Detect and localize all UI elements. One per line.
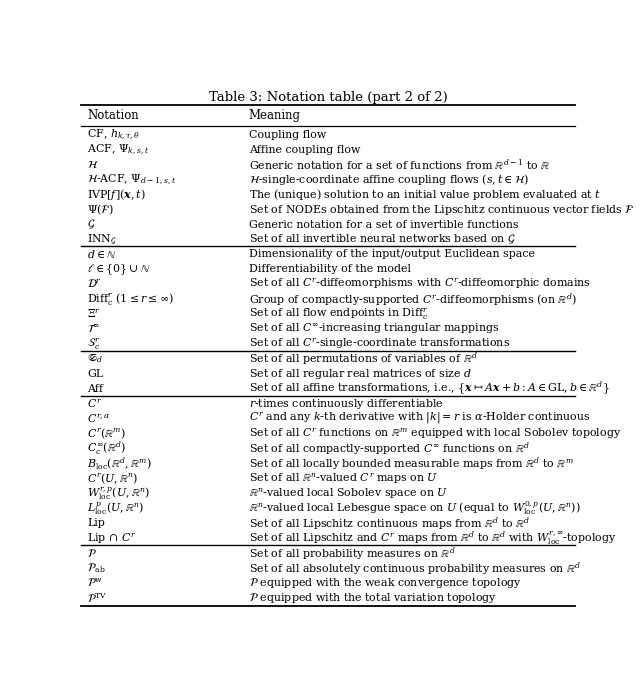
Text: $\mathbb{R}^n$-valued local Lebesgue space on $U$ (equal to $W_{\mathrm{loc}}^{0: $\mathbb{R}^n$-valued local Lebesgue spa… [249, 499, 580, 518]
Text: Set of all regular real matrices of size $d$: Set of all regular real matrices of size… [249, 367, 472, 381]
Text: Dimensionality of the input/output Euclidean space: Dimensionality of the input/output Eucli… [249, 250, 534, 259]
Text: IVP$[f](\boldsymbol{x}, t)$: IVP$[f](\boldsymbol{x}, t)$ [88, 187, 146, 202]
Text: $\mathcal{T}^\infty$: $\mathcal{T}^\infty$ [88, 323, 100, 335]
Text: $B_{\mathrm{loc}}(\mathbb{R}^d, \mathbb{R}^m)$: $B_{\mathrm{loc}}(\mathbb{R}^d, \mathbb{… [88, 456, 152, 472]
Text: $\Xi^r$: $\Xi^r$ [88, 308, 101, 320]
Text: $\mathrm{Diff}_c^r$ $(1 \leq r \leq \infty)$: $\mathrm{Diff}_c^r$ $(1 \leq r \leq \inf… [88, 291, 174, 307]
Text: Set of all absolutely continuous probability measures on $\mathbb{R}^d$: Set of all absolutely continuous probabi… [249, 560, 580, 577]
Text: $\mathcal{P}^{\mathrm{TV}}$: $\mathcal{P}^{\mathrm{TV}}$ [88, 591, 108, 605]
Text: GL: GL [88, 369, 104, 379]
Text: Set of all $C^r$ functions on $\mathbb{R}^m$ equipped with local Sobolev topolog: Set of all $C^r$ functions on $\mathbb{R… [249, 427, 621, 441]
Text: The (unique) solution to an initial value problem evaluated at $t$: The (unique) solution to an initial valu… [249, 187, 601, 202]
Text: Differentiability of the model: Differentiability of the model [249, 264, 411, 274]
Text: Generic notation for a set of functions from $\mathbb{R}^{d-1}$ to $\mathbb{R}$: Generic notation for a set of functions … [249, 157, 550, 172]
Text: Coupling flow: Coupling flow [249, 130, 326, 140]
Text: Group of compactly-supported $C^r$-diffeomorphisms (on $\mathbb{R}^d$): Group of compactly-supported $C^r$-diffe… [249, 291, 577, 308]
Text: $L_{\mathrm{loc}}^p(U, \mathbb{R}^n)$: $L_{\mathrm{loc}}^p(U, \mathbb{R}^n)$ [88, 500, 145, 516]
Text: CF, $h_{k,\tau,\theta}$: CF, $h_{k,\tau,\theta}$ [88, 128, 141, 142]
Text: $\mathbb{R}^n$-valued local Sobolev space on $U$: $\mathbb{R}^n$-valued local Sobolev spac… [249, 486, 448, 501]
Text: Meaning: Meaning [249, 109, 301, 122]
Text: Set of all $C^r$-diffeomorphisms with $C^r$-diffeomorphic domains: Set of all $C^r$-diffeomorphisms with $C… [249, 277, 591, 291]
Text: $C_c^\infty(\mathbb{R}^d)$: $C_c^\infty(\mathbb{R}^d)$ [88, 440, 127, 458]
Text: $\mathcal{P}^{\mathrm{w}}$: $\mathcal{P}^{\mathrm{w}}$ [88, 577, 103, 590]
Text: $\mathcal{G}$: $\mathcal{G}$ [88, 218, 96, 231]
Text: ACF, $\Psi_{k,s,t}$: ACF, $\Psi_{k,s,t}$ [88, 143, 150, 157]
Text: Set of all $C^\infty$-increasing triangular mappings: Set of all $C^\infty$-increasing triangu… [249, 322, 499, 337]
Text: Set of all compactly-supported $C^\infty$ functions on $\mathbb{R}^d$: Set of all compactly-supported $C^\infty… [249, 440, 529, 457]
Text: $\mathcal{S}_c^r$: $\mathcal{S}_c^r$ [88, 337, 100, 352]
Text: Set of all affine transformations, i.e., $\{\boldsymbol{x} \mapsto A\boldsymbol{: Set of all affine transformations, i.e.,… [249, 380, 609, 397]
Text: Generic notation for a set of invertible functions: Generic notation for a set of invertible… [249, 220, 518, 230]
Text: $C^r(\mathbb{R}^m)$: $C^r(\mathbb{R}^m)$ [88, 427, 126, 441]
Text: Set of all Lipschitz and $C^r$ maps from $\mathbb{R}^d$ to $\mathbb{R}^d$ with $: Set of all Lipschitz and $C^r$ maps from… [249, 529, 616, 547]
Text: $\mathfrak{S}_d$: $\mathfrak{S}_d$ [88, 353, 104, 365]
Text: Set of all flow endpoints in $\mathrm{Diff}_c^r$: Set of all flow endpoints in $\mathrm{Di… [249, 306, 428, 322]
Text: $C^r$ and any $k$-th derivative with $|k| = r$ is $\alpha$-Holder continuous: $C^r$ and any $k$-th derivative with $|k… [249, 411, 590, 427]
Text: $\mathcal{P}$ equipped with the total variation topology: $\mathcal{P}$ equipped with the total va… [249, 591, 497, 605]
Text: $\ell \in \{0\} \cup \mathbb{N}$: $\ell \in \{0\} \cup \mathbb{N}$ [88, 262, 151, 276]
Text: Set of all $\mathbb{R}^n$-valued $C^r$ maps on $U$: Set of all $\mathbb{R}^n$-valued $C^r$ m… [249, 471, 438, 486]
Text: $\mathcal{H}$-ACF, $\Psi_{d-1,s,t}$: $\mathcal{H}$-ACF, $\Psi_{d-1,s,t}$ [88, 172, 177, 187]
Text: Notation: Notation [88, 109, 139, 122]
Text: $r$-times continuously differentiable: $r$-times continuously differentiable [249, 397, 444, 411]
Text: $\mathcal{P}$ equipped with the weak convergence topology: $\mathcal{P}$ equipped with the weak con… [249, 576, 522, 590]
Text: Set of all locally bounded measurable maps from $\mathbb{R}^d$ to $\mathbb{R}^m$: Set of all locally bounded measurable ma… [249, 456, 573, 472]
Text: Set of all probability measures on $\mathbb{R}^d$: Set of all probability measures on $\mat… [249, 545, 455, 562]
Text: $\Psi(\mathcal{F})$: $\Psi(\mathcal{F})$ [88, 202, 114, 217]
Text: $W_{\mathrm{loc}}^{r,p}(U, \mathbb{R}^n)$: $W_{\mathrm{loc}}^{r,p}(U, \mathbb{R}^n)… [88, 485, 150, 502]
Text: Lip $\cap$ $C^r$: Lip $\cap$ $C^r$ [88, 531, 137, 546]
Text: $C^r(U, \mathbb{R}^n)$: $C^r(U, \mathbb{R}^n)$ [88, 471, 139, 486]
Text: $\mathcal{H}$-single-coordinate affine coupling flows ($s, t \in \mathcal{H}$): $\mathcal{H}$-single-coordinate affine c… [249, 172, 529, 187]
Text: $C^{r,\alpha}$: $C^{r,\alpha}$ [88, 412, 111, 425]
Text: $C^r$: $C^r$ [88, 397, 102, 410]
Text: $\mathcal{P}$: $\mathcal{P}$ [88, 547, 97, 560]
Text: Set of all Lipschitz continuous maps from $\mathbb{R}^d$ to $\mathbb{R}^d$: Set of all Lipschitz continuous maps fro… [249, 515, 530, 531]
Text: $\mathcal{H}$: $\mathcal{H}$ [88, 159, 99, 170]
Text: $\mathcal{D}^r$: $\mathcal{D}^r$ [88, 278, 102, 291]
Text: Aff: Aff [88, 384, 104, 394]
Text: Set of all invertible neural networks based on $\mathcal{G}$: Set of all invertible neural networks ba… [249, 233, 515, 246]
Text: $\mathcal{P}_{\mathrm{ab}}$: $\mathcal{P}_{\mathrm{ab}}$ [88, 562, 106, 575]
Text: $d \in \mathbb{N}$: $d \in \mathbb{N}$ [88, 248, 117, 261]
Text: Set of all permutations of variables of $\mathbb{R}^d$: Set of all permutations of variables of … [249, 351, 477, 367]
Text: INN$_{\mathcal{G}}$: INN$_{\mathcal{G}}$ [88, 233, 118, 247]
Text: Set of all $C^r$-single-coordinate transformations: Set of all $C^r$-single-coordinate trans… [249, 337, 510, 352]
Text: Affine coupling flow: Affine coupling flow [249, 145, 360, 155]
Text: Set of NODEs obtained from the Lipschitz continuous vector fields $\mathcal{F}$: Set of NODEs obtained from the Lipschitz… [249, 202, 634, 217]
Text: Lip: Lip [88, 518, 105, 529]
Text: Table 3: Notation table (part 2 of 2): Table 3: Notation table (part 2 of 2) [209, 90, 447, 103]
